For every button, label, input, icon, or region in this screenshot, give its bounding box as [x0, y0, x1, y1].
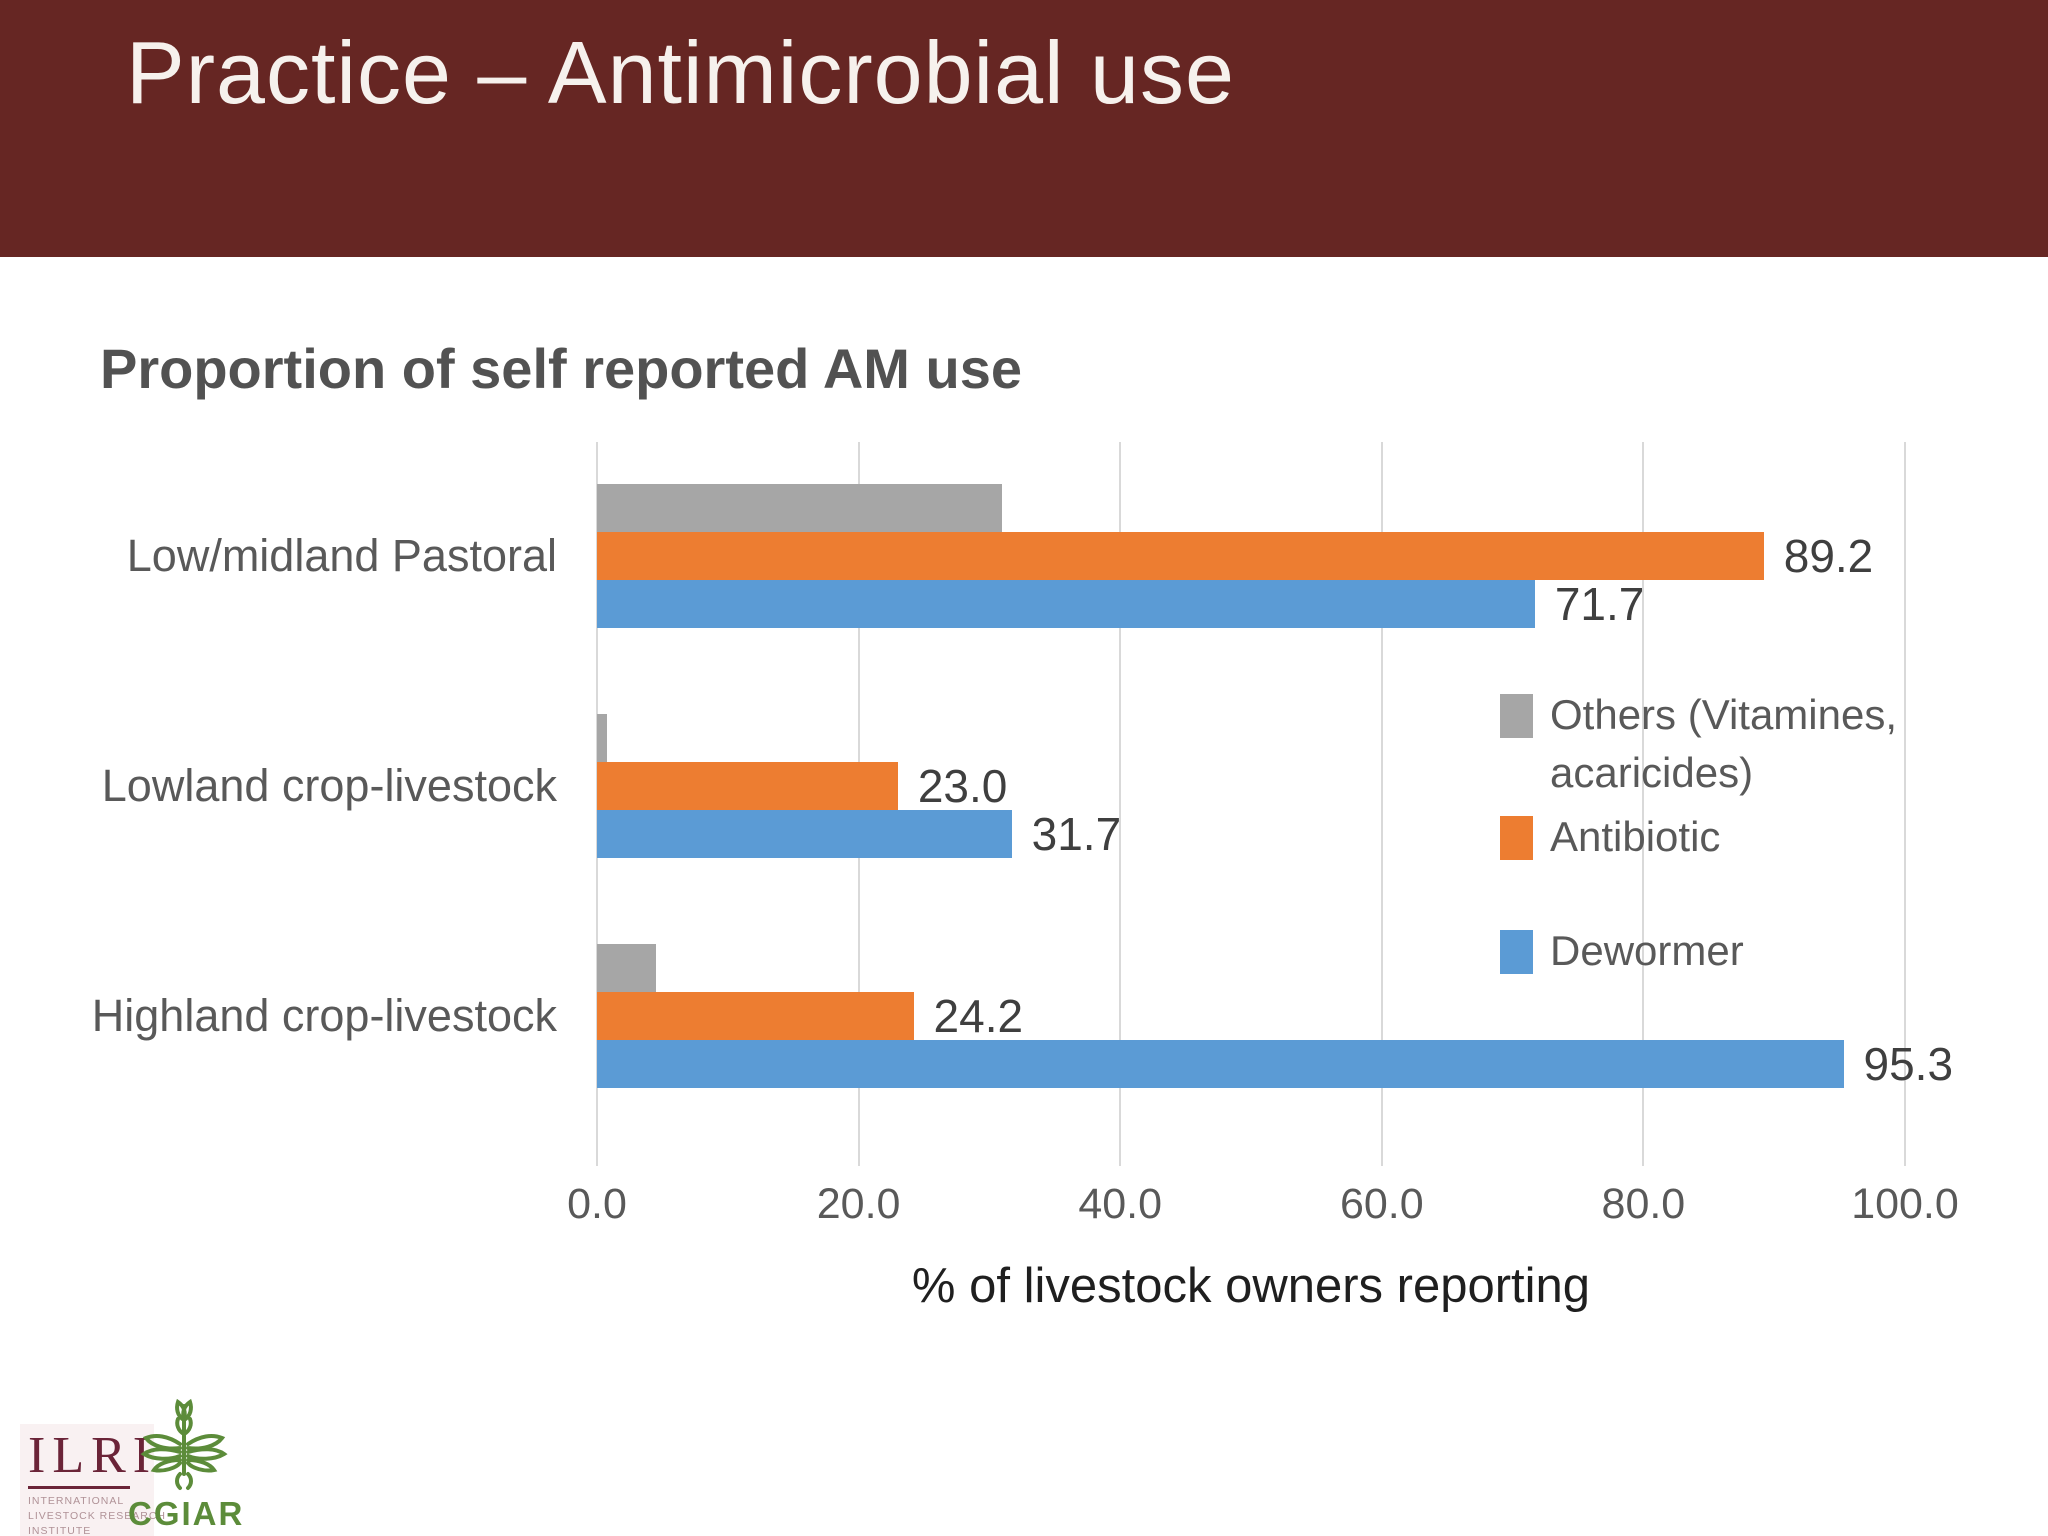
gridline-x-60.0 [1380, 442, 1383, 1166]
legend-item-antibiotic: Antibiotic [1500, 808, 1720, 866]
slide-title: Practice – Antimicrobial use [126, 23, 1235, 122]
legend-marker-dewormer [1500, 930, 1533, 974]
bar-value-label: 24.2 [933, 990, 1024, 1042]
bar-dewormer-lowland-crop-livestock [597, 810, 1012, 858]
legend-item-others-vitamines-acaricides: Others (Vitamines, acaricides) [1500, 686, 1950, 802]
category-label-lowland-crop-livestock: Lowland crop-livestock [101, 760, 557, 811]
x-tick-label: 20.0 [816, 1180, 901, 1228]
bar-value-label: 71.7 [1554, 578, 1645, 630]
ilri-logo-subtitle-line: LIVESTOCK RESEARCH [28, 1510, 167, 1523]
bar-others-vitamines-acaricides-highland-crop-livestock [597, 944, 656, 992]
legend-marker-antibiotic [1500, 816, 1533, 860]
bar-value-label: 95.3 [1863, 1038, 1954, 1090]
bar-antibiotic-lowland-crop-livestock [597, 762, 898, 810]
ilri-logo-subtitle-line: INTERNATIONAL [28, 1495, 125, 1507]
cgiar-logo: CGIAR [128, 1396, 245, 1533]
x-tick-label: 60.0 [1339, 1180, 1424, 1228]
bar-dewormer-low-midland-pastoral [597, 580, 1535, 628]
ilri-logo: ILRI INTERNATIONAL LIVESTOCK RESEARCH IN… [20, 1424, 167, 1536]
bar-others-vitamines-acaricides-low-midland-pastoral [597, 484, 1003, 532]
legend-label-dewormer: Dewormer [1550, 927, 1744, 974]
legend-label-others-vitamines-acaricides: Others (Vitamines, acaricides) [1550, 691, 1898, 796]
bar-dewormer-highland-crop-livestock [597, 1040, 1844, 1088]
x-tick-label: 100.0 [1851, 1180, 1959, 1228]
bar-antibiotic-highland-crop-livestock [597, 992, 914, 1040]
bar-value-label: 31.7 [1031, 808, 1122, 860]
x-axis-title: % of livestock owners reporting [911, 1259, 1591, 1313]
ilri-logo-rule [28, 1486, 130, 1489]
cgiar-logo-text: CGIAR [128, 1495, 245, 1532]
x-tick-label: 40.0 [1078, 1180, 1163, 1228]
category-label-highland-crop-livestock: Highland crop-livestock [91, 990, 557, 1041]
legend-marker-others-vitamines-acaricides [1500, 694, 1533, 738]
gridline-x-80.0 [1642, 442, 1645, 1166]
ilri-logo-subtitle-line: INSTITUTE [28, 1525, 92, 1536]
header-band: Practice – Antimicrobial use [0, 0, 2048, 257]
bar-value-label: 89.2 [1783, 530, 1874, 582]
bar-antibiotic-low-midland-pastoral [597, 532, 1764, 580]
gridline-x-100.0 [1904, 442, 1906, 1166]
ilri-logo-text: ILRI [28, 1427, 158, 1484]
gridline-x-40.0 [1119, 442, 1122, 1166]
legend-item-dewormer: Dewormer [1500, 922, 1744, 980]
chart-title: Proportion of self reported AM use [100, 337, 1022, 400]
x-tick-label: 0.0 [567, 1180, 627, 1228]
legend-label-antibiotic: Antibiotic [1550, 813, 1721, 860]
x-tick-label: 80.0 [1601, 1180, 1686, 1228]
cgiar-plant-icon [134, 1398, 234, 1496]
category-label-low-midland-pastoral: Low/midland Pastoral [126, 530, 557, 581]
bar-others-vitamines-acaricides-lowland-crop-livestock [597, 714, 608, 762]
bar-value-label: 23.0 [917, 760, 1008, 812]
